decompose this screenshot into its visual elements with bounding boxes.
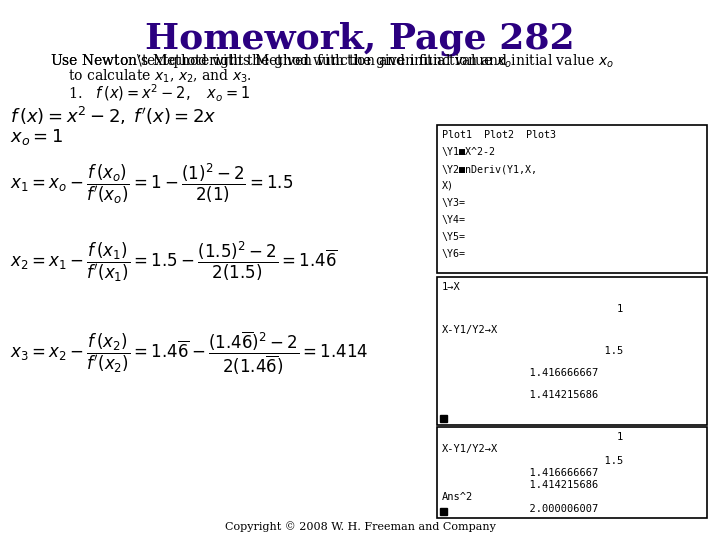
Text: \Y4=: \Y4= [442, 215, 466, 225]
Text: $x_2 = x_1 - \dfrac{f\,(x_1)}{f^{\prime}(x_1)} = 1.5 - \dfrac{(1.5)^2 - 2}{2(1.5: $x_2 = x_1 - \dfrac{f\,(x_1)}{f^{\prime}… [10, 240, 338, 284]
Bar [437, 277, 707, 425]
Text: \Y1■X^2-2: \Y1■X^2-2 [442, 147, 496, 157]
Text: Use Newton’s Method with the given function and initial value $x_o$: Use Newton’s Method with the given funct… [50, 52, 512, 70]
Text: 1.414215686: 1.414215686 [442, 389, 598, 400]
Text: \Y5=: \Y5= [442, 232, 466, 242]
Text: \Y6=: \Y6= [442, 249, 466, 259]
Text: $f\,(x)= x^2 - 2,\; f^{\prime}(x)= 2x$: $f\,(x)= x^2 - 2,\; f^{\prime}(x)= 2x$ [10, 105, 217, 127]
Text: \Y2■nDeriv(Y1,X,: \Y2■nDeriv(Y1,X, [442, 164, 538, 174]
Text: Plot1  Plot2  Plot3: Plot1 Plot2 Plot3 [442, 130, 556, 140]
Text: $x_o = 1$: $x_o = 1$ [10, 127, 63, 147]
Text: 1.   $f\,(x)= x^2 - 2, \quad x_o = 1$: 1. $f\,(x)= x^2 - 2, \quad x_o = 1$ [68, 83, 250, 104]
Text: X): X) [442, 181, 454, 191]
Text: $x_3 = x_2 - \dfrac{f\,(x_2)}{f^{\prime}(x_2)} = 1.4\overline{6} - \dfrac{(1.4\o: $x_3 = x_2 - \dfrac{f\,(x_2)}{f^{\prime}… [10, 330, 369, 377]
Text: Homework, Page 282: Homework, Page 282 [145, 22, 575, 57]
Text: 1: 1 [442, 432, 624, 442]
Text: 1: 1 [442, 303, 624, 314]
Text: Use Newton\textquoterights Method with the given function and initial value $x_o: Use Newton\textquoterights Method with t… [50, 52, 613, 70]
Text: 1.416666667: 1.416666667 [442, 368, 598, 378]
Polygon shape [440, 415, 447, 422]
Text: Copyright © 2008 W. H. Freeman and Company: Copyright © 2008 W. H. Freeman and Compa… [225, 521, 495, 532]
Bar [437, 427, 707, 518]
Text: 1.414215686: 1.414215686 [442, 480, 598, 490]
Text: 1.5: 1.5 [442, 456, 624, 466]
Text: to calculate $x_1$, $x_2$, and $x_3$.: to calculate $x_1$, $x_2$, and $x_3$. [68, 68, 252, 85]
Bar [437, 125, 707, 273]
Text: 2.000006007: 2.000006007 [442, 504, 598, 514]
Text: \Y3=: \Y3= [442, 198, 466, 208]
Text: 1→X: 1→X [442, 282, 461, 292]
Text: X-Y1/Y2→X: X-Y1/Y2→X [442, 325, 498, 335]
Text: $x_1 = x_o - \dfrac{f\,(x_o)}{f^{\prime}(x_o)} = 1 - \dfrac{(1)^2 - 2}{2(1)} = 1: $x_1 = x_o - \dfrac{f\,(x_o)}{f^{\prime}… [10, 162, 293, 206]
Text: 1.416666667: 1.416666667 [442, 468, 598, 478]
Text: 1.5: 1.5 [442, 347, 624, 356]
Polygon shape [440, 508, 447, 515]
Text: Ans^2: Ans^2 [442, 492, 473, 502]
Text: X-Y1/Y2→X: X-Y1/Y2→X [442, 444, 498, 454]
